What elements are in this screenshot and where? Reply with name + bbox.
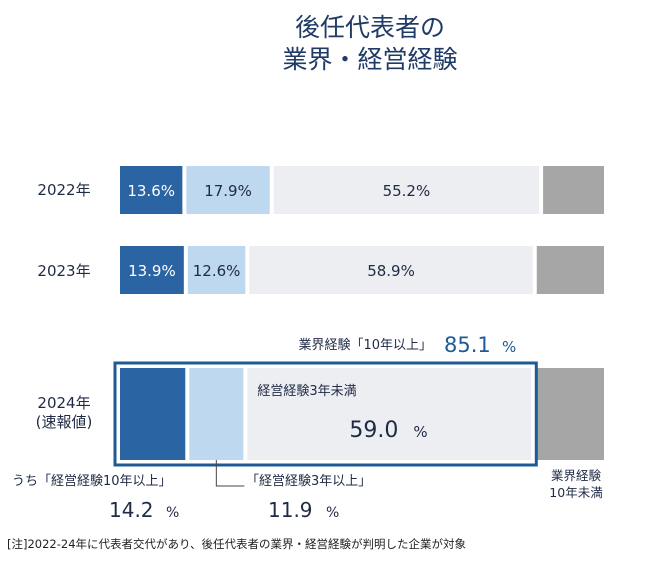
leader-line-mgmt-3plus [215, 460, 245, 487]
annotation-mgmt-3under-label: 経営経験3年未満 [257, 384, 356, 399]
bar-2-3 [535, 368, 604, 460]
data-label-1-1: 12.6% [193, 262, 241, 280]
data-label-1-2: 58.9% [367, 262, 415, 280]
annotation-industry-10plus-value: 85.1 [444, 333, 491, 357]
category-label-2: 2024年 [37, 394, 90, 412]
bar-1-1 [187, 246, 246, 294]
category-label-2-line-1: (速報値) [36, 413, 93, 431]
annotation-mgmt-3plus-percent: % [326, 505, 339, 521]
chart-title-line-1: 後任代表者の [294, 13, 445, 42]
annotation-industry-10plus-percent: % [502, 338, 516, 356]
data-label-1-0: 13.9% [128, 262, 176, 280]
category-label-0: 2022年 [37, 181, 90, 199]
annotation-mgmt-3plus-label: 「経営経験3年以上」 [246, 474, 371, 489]
annotation-industry-10plus-label: 業界経験「10年以上」 [298, 337, 432, 353]
bar-0-3 [543, 166, 604, 214]
bar-0-1 [186, 166, 270, 214]
annotation-mgmt-3plus-value: 11.9 [268, 498, 313, 522]
chart-title-line-2: 業界・経営経験 [282, 45, 458, 74]
bar-0-2 [273, 166, 540, 214]
industry-10plus-frame [113, 361, 538, 467]
bar-1-2 [249, 246, 533, 294]
bar-2-1 [189, 368, 244, 460]
annotation-industry-under10-label: 業界経験 [551, 468, 602, 483]
data-label-0-0: 13.6% [127, 182, 175, 200]
footnote: [注]2022-24年に代表者交代があり、後任代表者の業界・経営経験が判明した企… [7, 537, 467, 551]
annotation-industry-under10-label-line-1: 10年未満 [549, 485, 602, 500]
annotation-mgmt-10plus-label: うち「経営経験10年以上」 [12, 474, 172, 489]
annotation-mgmt-10plus-value: 14.2 [109, 498, 154, 522]
annotation-mgmt-10plus-percent: % [166, 505, 179, 521]
annotation-mgmt-3under-value: 59.0 [349, 418, 398, 443]
bar-0-0 [120, 166, 183, 214]
bar-2-0 [120, 368, 186, 460]
bar-1-0 [120, 246, 184, 294]
annotation-mgmt-3under-percent: % [413, 423, 427, 441]
data-label-0-2: 55.2% [383, 182, 431, 200]
category-label-1: 2023年 [37, 262, 90, 280]
bar-1-3 [536, 246, 604, 294]
bar-2-2 [247, 368, 532, 460]
data-label-0-1: 17.9% [204, 182, 252, 200]
